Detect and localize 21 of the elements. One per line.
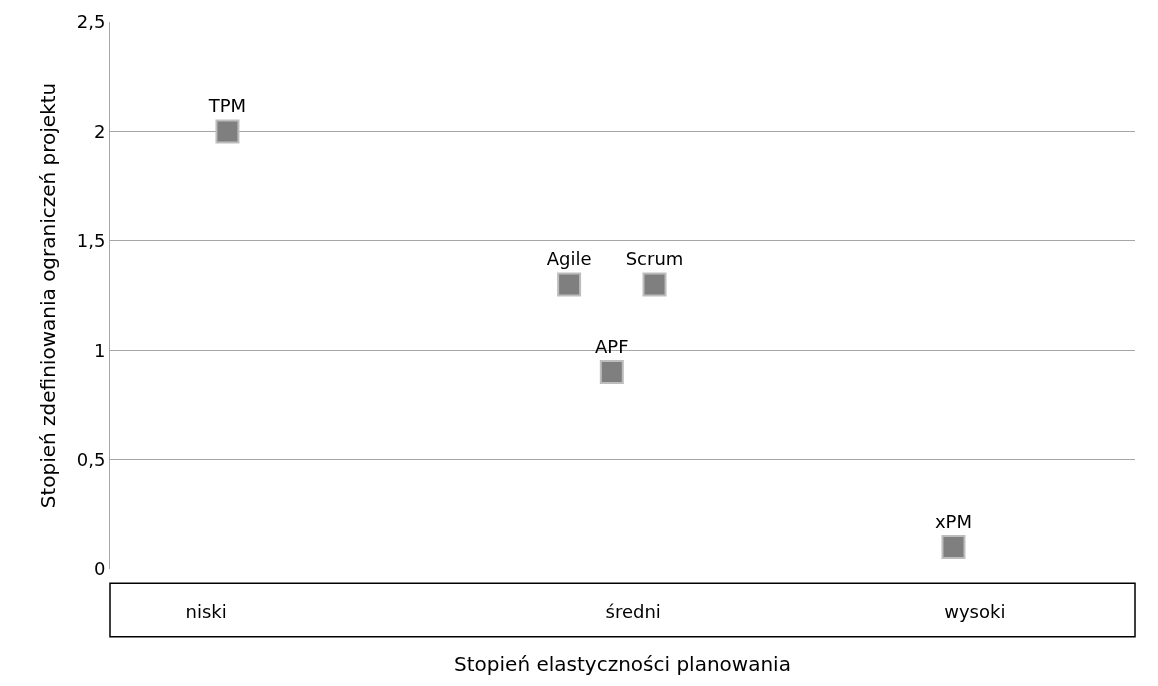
y-tick-label: 2,5 <box>76 11 106 33</box>
data-label: APF <box>595 335 629 357</box>
point <box>557 272 582 297</box>
data-label: xPM <box>934 510 973 532</box>
point <box>642 272 667 297</box>
data-label: TPM <box>207 95 247 117</box>
data-label: Scrum <box>625 248 684 270</box>
x-axis-title: Stopień elastyczności planowania <box>454 651 791 676</box>
y-tick-label: 0,5 <box>76 448 106 470</box>
y-tick-label: 2 <box>93 120 106 142</box>
data-label: Agile <box>546 248 592 270</box>
point <box>215 119 240 144</box>
x-tick-label: średni <box>605 601 661 622</box>
x-tick-label: wysoki <box>944 601 1006 622</box>
y-tick-label: 1,5 <box>76 230 106 252</box>
y-tick-label: 0 <box>93 558 106 580</box>
y-tick-label: 1 <box>93 339 106 361</box>
point <box>941 535 966 560</box>
point <box>599 360 624 385</box>
x-tick-label: niski <box>185 601 227 622</box>
y-axis-title: Stopień zdefiniowania ograniczeń projektu <box>36 82 61 509</box>
